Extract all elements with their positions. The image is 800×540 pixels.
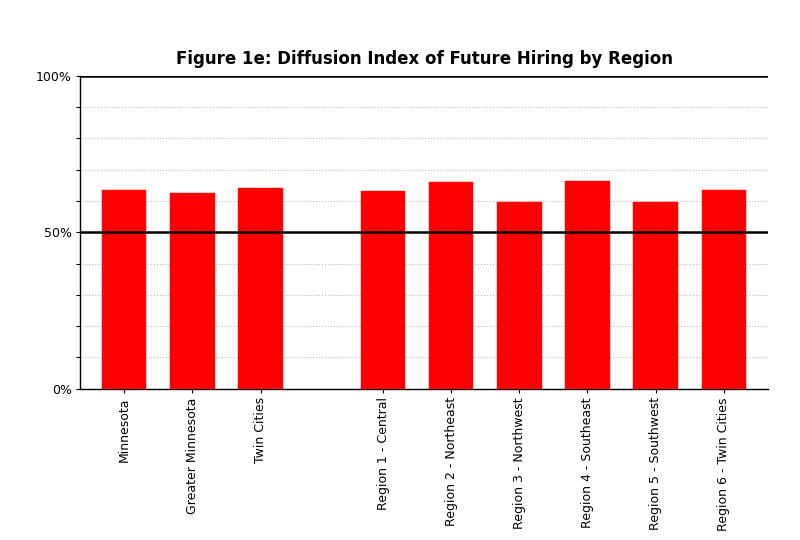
Bar — [498, 202, 542, 389]
Bar — [702, 190, 746, 389]
Bar — [102, 190, 146, 389]
Bar — [238, 188, 282, 389]
Title: Figure 1e: Diffusion Index of Future Hiring by Region: Figure 1e: Diffusion Index of Future Hir… — [175, 50, 673, 69]
Bar — [566, 180, 610, 389]
Bar — [361, 192, 406, 389]
Bar — [634, 202, 678, 389]
Bar — [170, 193, 214, 389]
Bar — [429, 182, 474, 389]
